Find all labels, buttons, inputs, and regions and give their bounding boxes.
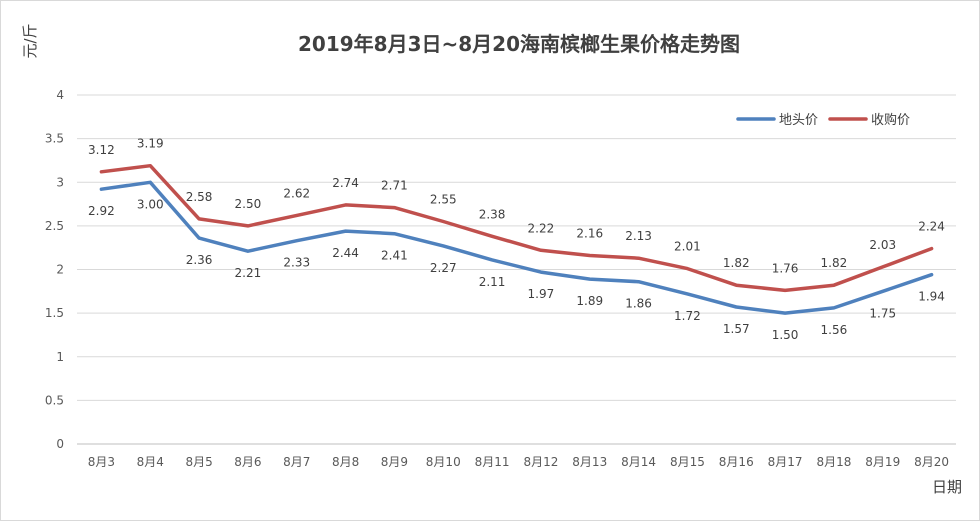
x-tick-label: 8月3: [88, 455, 115, 469]
y-tick-label: 1.5: [45, 306, 64, 320]
data-label-series-1: 2.22: [528, 221, 555, 235]
x-tick-label: 8月12: [523, 455, 558, 469]
data-label-series-1: 2.24: [918, 220, 945, 234]
data-label-series-0: 2.41: [381, 249, 408, 263]
y-tick-label: 3.5: [45, 132, 64, 146]
series-layer: [99, 163, 934, 315]
y-tick-label: 2.5: [45, 219, 64, 233]
series-line-0: [99, 180, 934, 315]
data-label-series-0: 1.97: [528, 287, 555, 301]
x-tick-label: 8月4: [137, 455, 164, 469]
data-label-series-1: 3.12: [88, 143, 115, 157]
x-tick-label: 8月5: [185, 455, 212, 469]
chart-title: 2019年8月3日~8月20海南槟榔生果价格走势图: [298, 32, 740, 56]
data-label-series-0: 2.11: [479, 275, 506, 289]
data-label-series-0: 3.00: [137, 197, 164, 211]
data-label-series-0: 2.27: [430, 261, 457, 275]
x-tick-label: 8月14: [621, 455, 656, 469]
x-tick-label: 8月8: [332, 455, 359, 469]
y-tick-label: 4: [56, 88, 64, 102]
data-label-series-1: 2.62: [283, 186, 310, 200]
x-tick-label: 8月15: [670, 455, 705, 469]
data-label-series-1: 2.55: [430, 193, 457, 207]
y-tick-label: 0: [56, 437, 64, 451]
data-label-series-1: 2.58: [186, 190, 213, 204]
data-label-series-1: 2.71: [381, 179, 408, 193]
data-label-series-1: 2.74: [332, 176, 359, 190]
data-label-layer: 2.92 3.00 2.36 2.21 2.33 2.44 2.41 2.27 2.11 1.97…: [88, 137, 945, 342]
x-tick-label: 8月19: [865, 455, 900, 469]
data-label-series-0: 2.21: [235, 266, 262, 280]
legend-label-0: 地头价: [779, 113, 818, 128]
x-tick-label: 8月13: [572, 455, 607, 469]
data-label-series-0: 1.50: [772, 328, 799, 342]
data-label-series-0: 1.72: [674, 309, 701, 323]
data-label-series-1: 1.82: [723, 256, 750, 270]
data-label-series-0: 1.94: [918, 290, 945, 304]
grid-layer: 0 0.5 1 1.5 2 2.5 3 3.5 4 8月3 8月4 8月5 8月6 8月7 8月8 8月9 8月…: [45, 88, 956, 469]
data-label-series-0: 2.92: [88, 204, 115, 218]
legend: 地头价 收购价: [736, 112, 910, 128]
data-label-series-1: 1.76: [772, 261, 799, 275]
x-tick-label: 8月6: [234, 455, 261, 469]
legend-label-1: 收购价: [871, 112, 910, 128]
data-label-series-0: 2.44: [332, 246, 359, 260]
data-label-series-1: 2.50: [235, 197, 262, 211]
x-tick-label: 8月17: [768, 455, 803, 469]
x-axis-label: 日期: [932, 478, 962, 496]
data-label-series-1: 2.03: [869, 238, 896, 252]
series-line-1: [99, 163, 934, 293]
data-label-series-1: 2.01: [674, 240, 701, 254]
data-label-series-0: 1.89: [576, 294, 603, 308]
y-tick-label: 0.5: [45, 393, 64, 407]
x-tick-label: 8月18: [816, 455, 851, 469]
y-tick-label: 2: [56, 263, 64, 277]
data-label-series-0: 2.33: [283, 256, 310, 270]
data-label-series-1: 1.82: [821, 256, 848, 270]
x-tick-label: 8月20: [914, 455, 949, 469]
y-axis-label: 元/斤: [21, 23, 39, 58]
data-label-series-0: 1.86: [625, 297, 652, 311]
y-tick-label: 3: [56, 175, 64, 189]
data-label-series-1: 2.38: [479, 207, 506, 221]
x-tick-label: 8月10: [426, 455, 461, 469]
data-label-series-0: 1.56: [821, 323, 848, 337]
data-label-series-0: 2.36: [186, 253, 213, 267]
data-label-series-1: 3.19: [137, 137, 164, 151]
data-label-series-0: 1.75: [869, 306, 896, 320]
x-tick-label: 8月7: [283, 455, 310, 469]
x-tick-label: 8月9: [381, 455, 408, 469]
x-tick-label: 8月16: [719, 455, 754, 469]
y-tick-label: 1: [56, 350, 64, 364]
x-tick-label: 8月11: [475, 455, 510, 469]
data-label-series-0: 1.57: [723, 322, 750, 336]
data-label-series-1: 2.16: [576, 227, 603, 241]
data-label-series-1: 2.13: [625, 229, 652, 243]
